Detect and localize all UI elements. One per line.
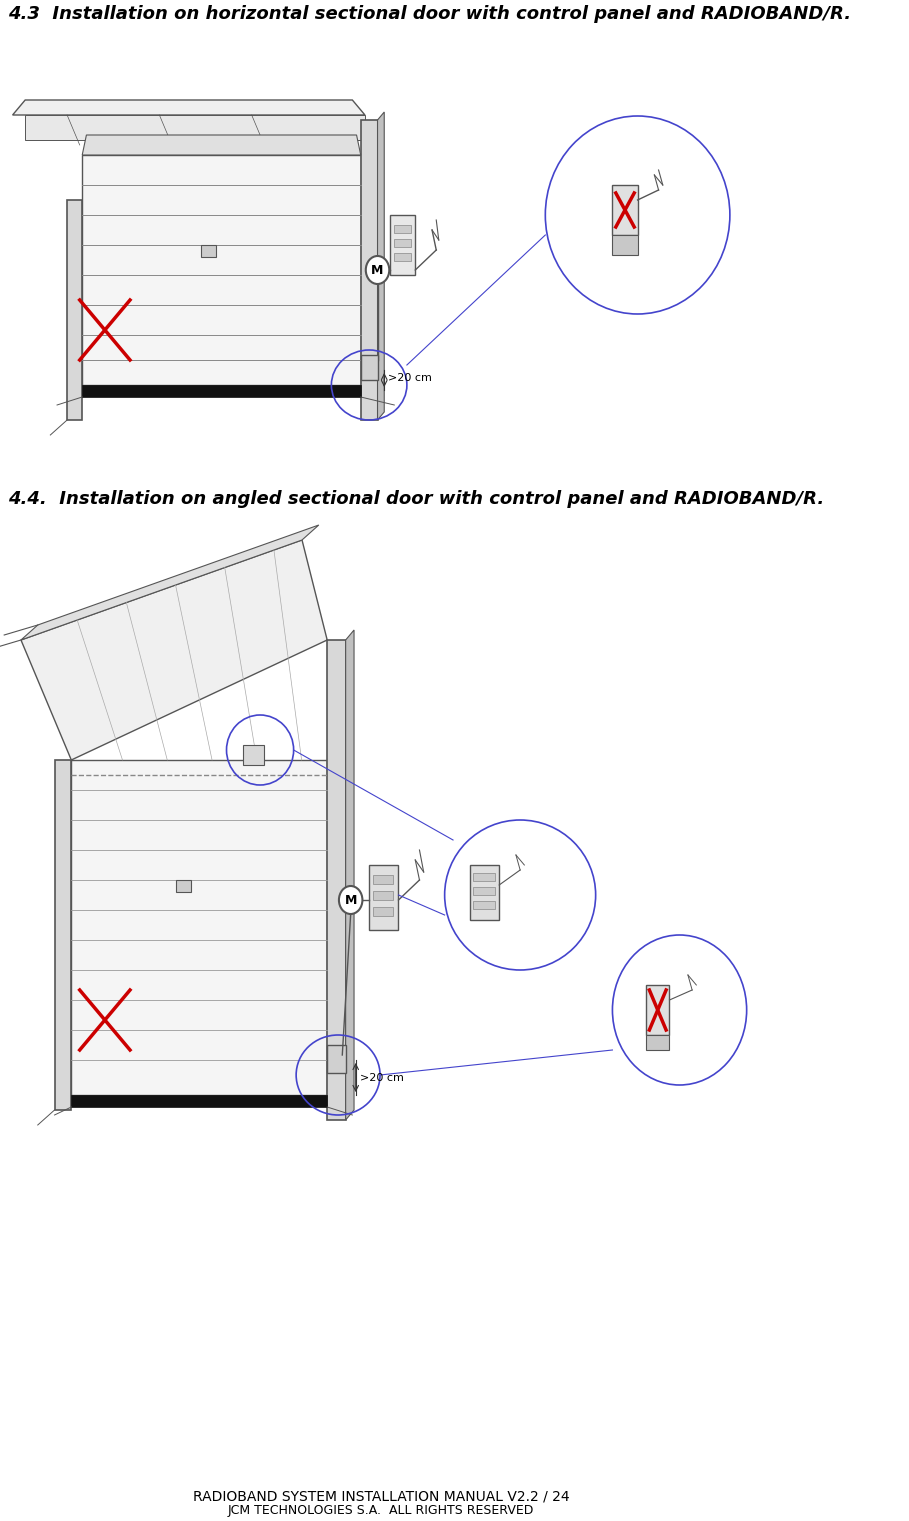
Polygon shape	[474, 873, 495, 881]
Polygon shape	[71, 760, 327, 1095]
Polygon shape	[374, 875, 393, 884]
Polygon shape	[327, 640, 345, 1119]
Polygon shape	[395, 239, 411, 246]
Text: M: M	[372, 263, 384, 277]
Polygon shape	[82, 135, 361, 155]
Polygon shape	[374, 891, 393, 900]
Text: M: M	[345, 893, 357, 907]
Polygon shape	[646, 1034, 669, 1049]
Polygon shape	[345, 630, 354, 1119]
Polygon shape	[82, 385, 361, 397]
Polygon shape	[21, 525, 319, 640]
Polygon shape	[390, 214, 415, 275]
Circle shape	[339, 887, 363, 914]
Polygon shape	[244, 745, 265, 765]
Polygon shape	[71, 1095, 327, 1107]
Polygon shape	[395, 225, 411, 233]
Polygon shape	[67, 199, 82, 420]
Polygon shape	[646, 986, 669, 1034]
Polygon shape	[474, 887, 495, 894]
Text: >20 cm: >20 cm	[360, 1072, 404, 1083]
Text: 4.4.  Installation on angled sectional door with control panel and RADIOBAND/R.: 4.4. Installation on angled sectional do…	[8, 490, 824, 508]
Polygon shape	[613, 236, 637, 256]
Polygon shape	[55, 760, 71, 1110]
Polygon shape	[474, 900, 495, 910]
Polygon shape	[369, 865, 398, 929]
Polygon shape	[25, 116, 365, 140]
Circle shape	[365, 256, 389, 284]
Polygon shape	[395, 252, 411, 262]
Polygon shape	[327, 1045, 345, 1072]
Polygon shape	[13, 100, 365, 116]
Polygon shape	[361, 120, 377, 420]
Polygon shape	[21, 540, 327, 760]
Polygon shape	[361, 354, 377, 380]
Text: >20 cm: >20 cm	[388, 373, 433, 383]
Polygon shape	[176, 881, 191, 891]
Polygon shape	[374, 907, 393, 916]
Text: 4.3  Installation on horizontal sectional door with control panel and RADIOBAND/: 4.3 Installation on horizontal sectional…	[8, 5, 852, 23]
Polygon shape	[82, 155, 361, 385]
Polygon shape	[613, 186, 637, 236]
Polygon shape	[470, 865, 499, 920]
Text: JCM TECHNOLOGIES S.A.  ALL RIGHTS RESERVED: JCM TECHNOLOGIES S.A. ALL RIGHTS RESERVE…	[227, 1504, 534, 1516]
Polygon shape	[202, 245, 216, 257]
Text: RADIOBAND SYSTEM INSTALLATION MANUAL V2.2 / 24: RADIOBAND SYSTEM INSTALLATION MANUAL V2.…	[193, 1491, 569, 1504]
Polygon shape	[377, 113, 385, 420]
